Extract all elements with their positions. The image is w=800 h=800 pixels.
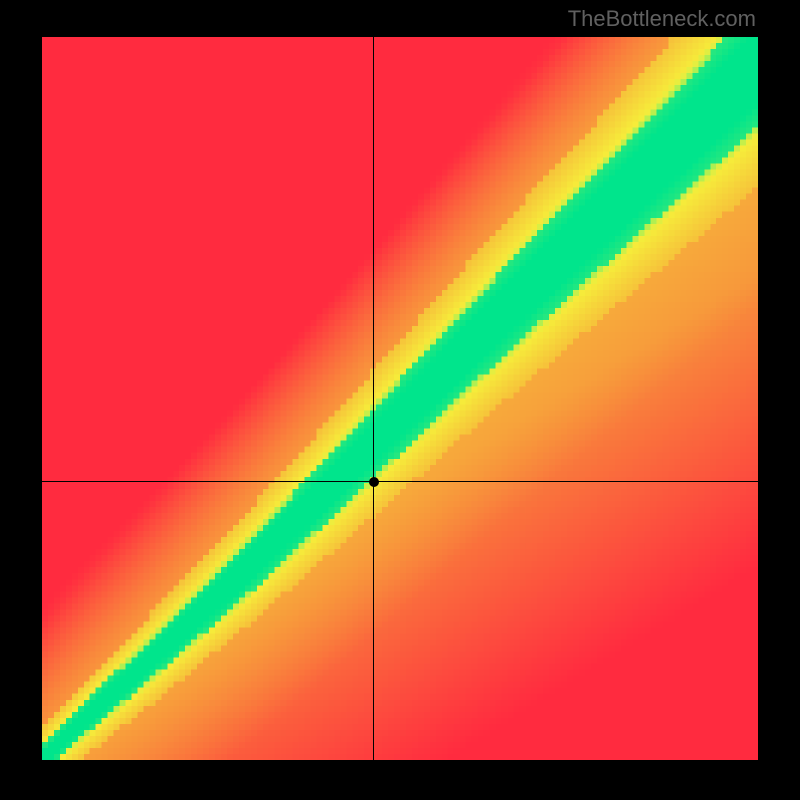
crosshair-vertical xyxy=(373,37,374,760)
watermark-text: TheBottleneck.com xyxy=(568,6,756,32)
crosshair-horizontal xyxy=(42,481,758,482)
chart-container: { "watermark": { "text": "TheBottleneck.… xyxy=(0,0,800,800)
bottleneck-heatmap xyxy=(42,37,758,760)
crosshair-marker xyxy=(369,477,379,487)
